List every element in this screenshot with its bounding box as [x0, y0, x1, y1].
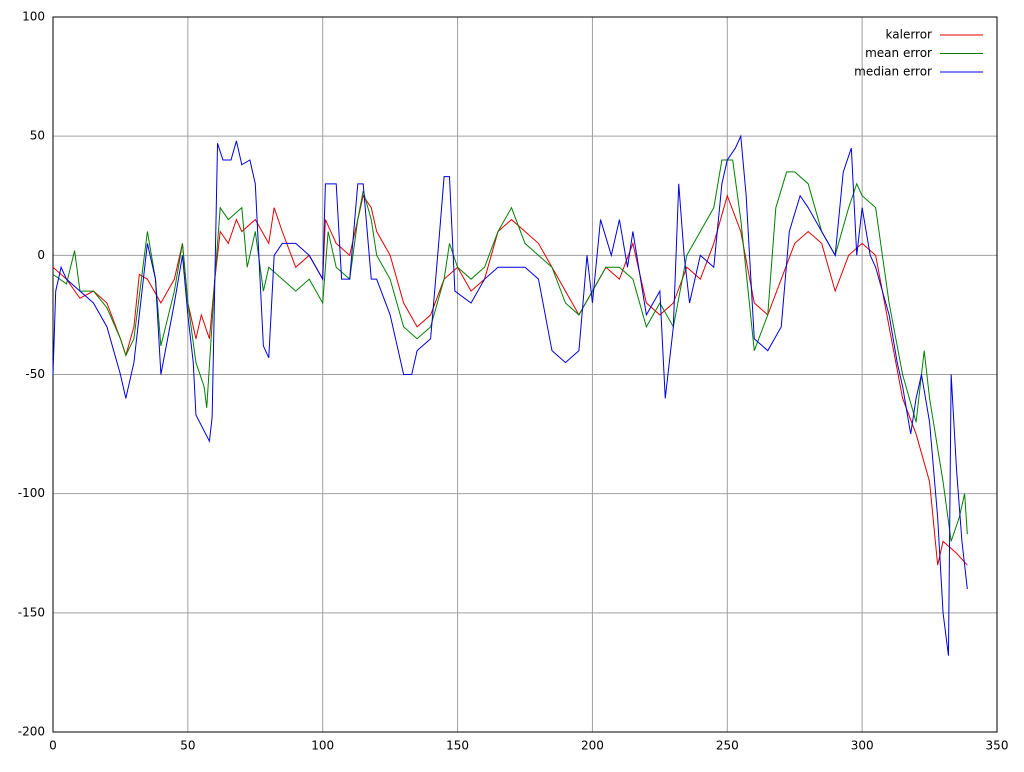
x-tick-label: 250: [716, 739, 739, 753]
y-tick-label: 100: [22, 10, 45, 24]
series-line: [52, 194, 968, 566]
x-tick-label: 150: [446, 739, 469, 753]
x-tick-label: 0: [49, 739, 57, 753]
legend-label: mean error: [865, 46, 932, 60]
series-line: [52, 134, 968, 656]
x-tick-label: 200: [581, 739, 604, 753]
y-tick-label: 0: [37, 248, 45, 262]
x-tick-label: 300: [851, 739, 874, 753]
x-tick-label: 350: [986, 739, 1009, 753]
series-line: [52, 159, 968, 542]
legend-label: median error: [854, 65, 932, 79]
y-tick-label: -150: [18, 605, 45, 619]
y-tick-label: -100: [18, 486, 45, 500]
legend-label: kalerror: [886, 28, 933, 42]
y-tick-label: -50: [25, 367, 45, 381]
y-tick-label: -200: [18, 725, 45, 739]
y-tick-label: 50: [30, 129, 45, 143]
x-tick-label: 50: [180, 739, 195, 753]
x-tick-label: 100: [311, 739, 334, 753]
